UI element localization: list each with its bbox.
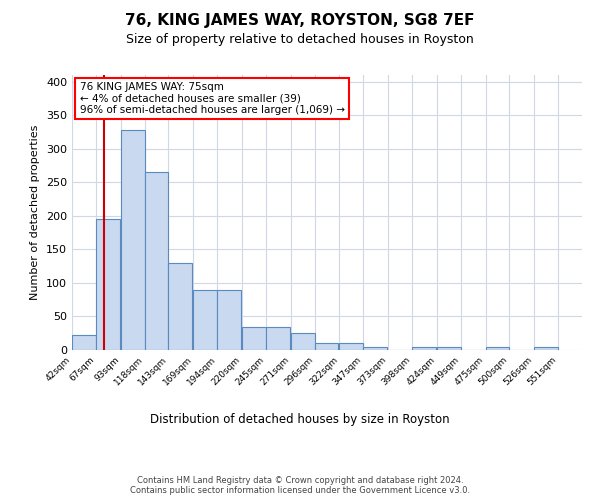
Bar xyxy=(291,333,314,350)
Text: Contains HM Land Registry data © Crown copyright and database right 2024.
Contai: Contains HM Land Registry data © Crown c… xyxy=(130,476,470,495)
Bar xyxy=(169,263,193,350)
Bar xyxy=(314,344,338,350)
Bar xyxy=(96,219,120,350)
Bar xyxy=(193,290,217,350)
Bar xyxy=(266,326,290,350)
Bar xyxy=(217,290,241,350)
Bar xyxy=(534,346,558,350)
Bar xyxy=(437,346,461,350)
Bar xyxy=(242,326,266,350)
Bar xyxy=(121,130,145,350)
Text: Distribution of detached houses by size in Royston: Distribution of detached houses by size … xyxy=(150,412,450,426)
Text: 76 KING JAMES WAY: 75sqm
← 4% of detached houses are smaller (39)
96% of semi-de: 76 KING JAMES WAY: 75sqm ← 4% of detache… xyxy=(80,82,344,115)
Bar xyxy=(145,172,169,350)
Y-axis label: Number of detached properties: Number of detached properties xyxy=(31,125,40,300)
Bar xyxy=(485,346,509,350)
Bar xyxy=(72,335,96,350)
Bar xyxy=(340,344,363,350)
Bar xyxy=(363,346,387,350)
Bar xyxy=(412,346,436,350)
Text: Size of property relative to detached houses in Royston: Size of property relative to detached ho… xyxy=(126,32,474,46)
Text: 76, KING JAMES WAY, ROYSTON, SG8 7EF: 76, KING JAMES WAY, ROYSTON, SG8 7EF xyxy=(125,12,475,28)
